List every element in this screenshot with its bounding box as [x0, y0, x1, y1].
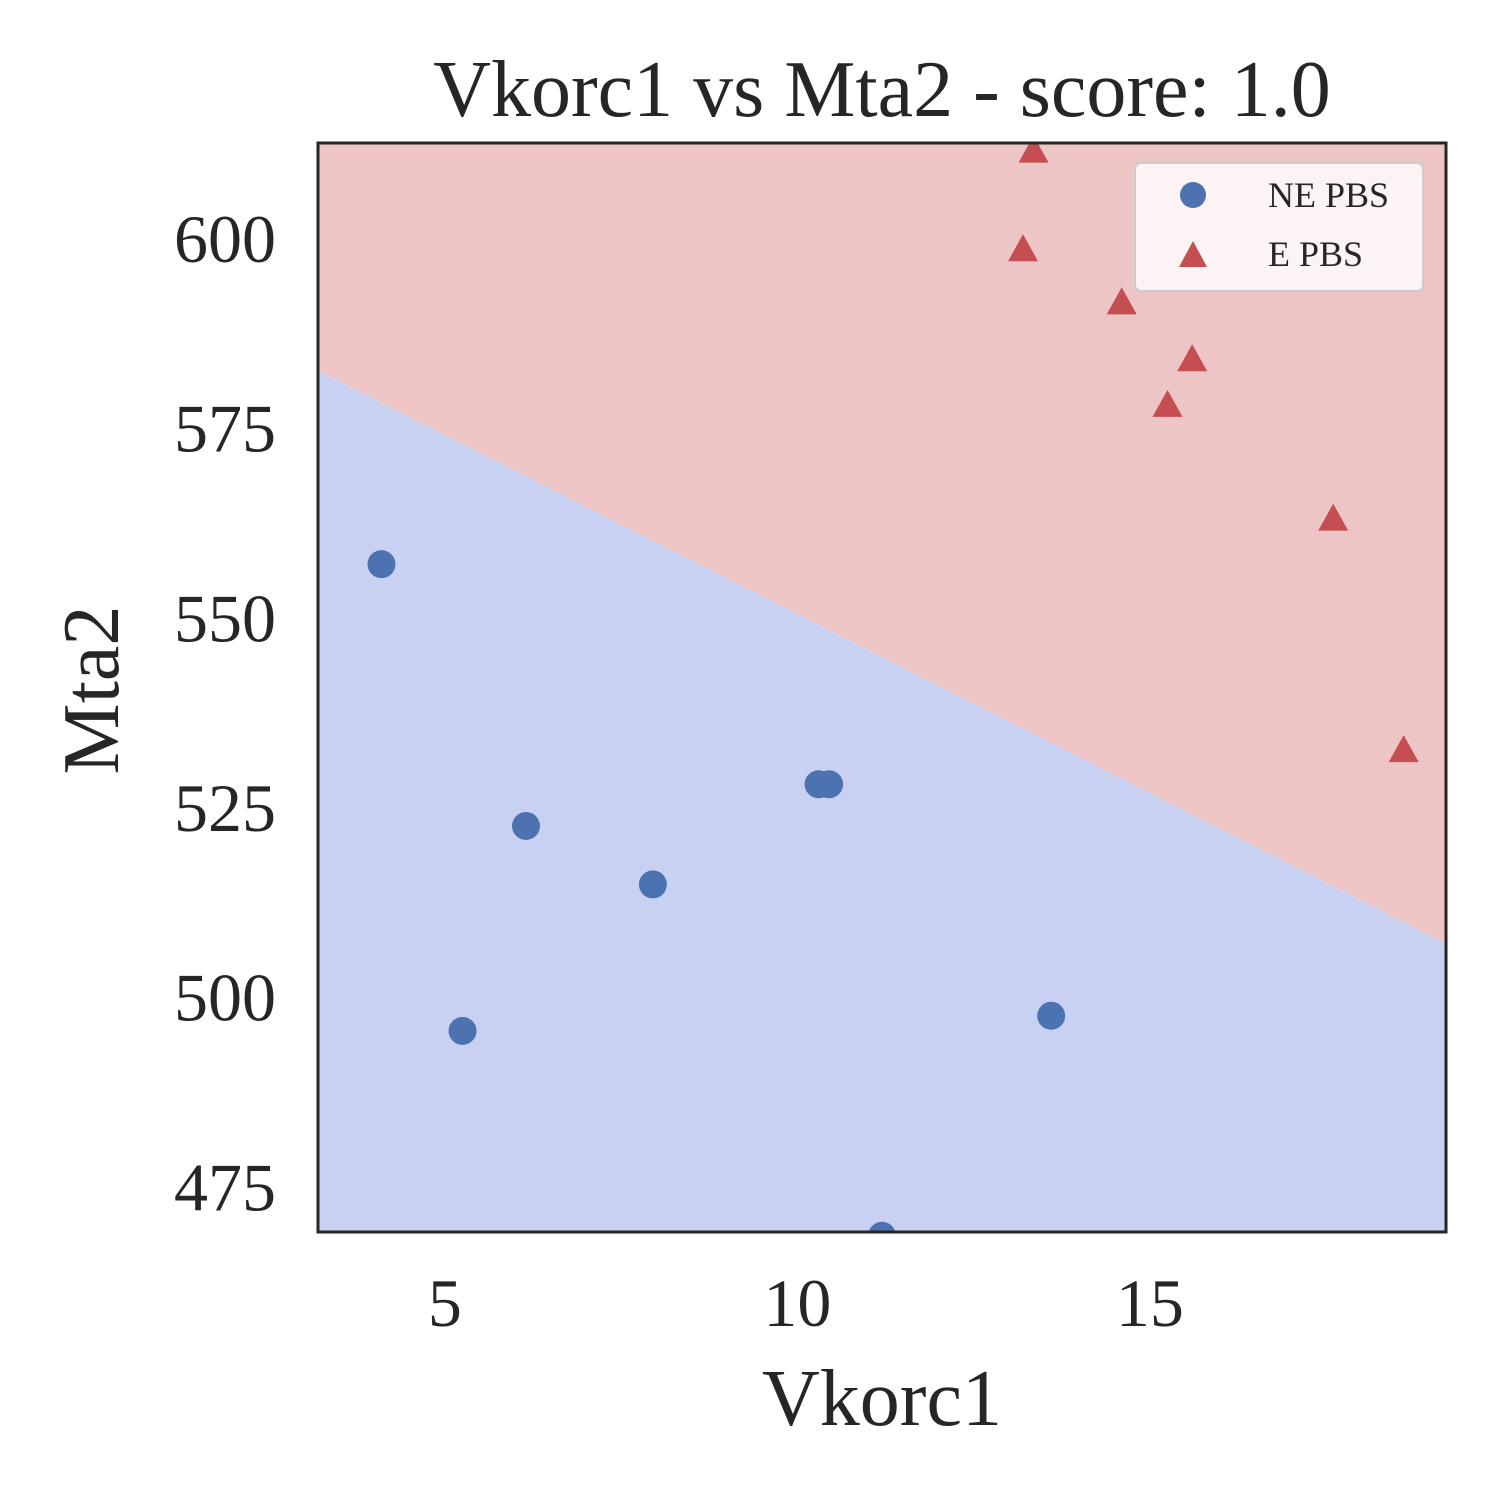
x-tick-label: 15 — [1116, 1265, 1184, 1341]
point-e-pbs — [1388, 735, 1419, 763]
point-ne-pbs — [868, 1221, 896, 1232]
x-tick-label: 5 — [428, 1265, 462, 1341]
y-tick-label: 475 — [174, 1149, 276, 1225]
point-ne-pbs — [1037, 1001, 1066, 1030]
legend: NE PBS E PBS — [1134, 162, 1424, 292]
decision-regions — [318, 143, 1446, 1232]
data-points — [367, 143, 1419, 1232]
y-tick-label: 500 — [174, 960, 276, 1036]
x-axis-label: Vkorc1 — [762, 1355, 1002, 1443]
y-tick-label: 575 — [174, 391, 276, 467]
legend-label-ne-pbs: NE PBS — [1268, 175, 1389, 215]
point-e-pbs — [1008, 234, 1038, 262]
point-ne-pbs — [448, 1016, 477, 1045]
region-e-pbs — [318, 143, 1446, 944]
y-tick-label: 600 — [174, 201, 276, 277]
point-e-pbs — [1318, 503, 1349, 531]
point-ne-pbs — [367, 550, 396, 579]
legend-marker-e-pbs — [1179, 241, 1207, 267]
legend-label-e-pbs: E PBS — [1268, 234, 1363, 274]
point-ne-pbs — [815, 770, 844, 799]
y-tick-label: 550 — [174, 580, 276, 656]
point-e-pbs — [1177, 344, 1208, 372]
legend-box — [1134, 162, 1424, 292]
point-e-pbs — [1106, 287, 1137, 315]
y-axis-ticks: 475 500 525 550 575 600 — [174, 201, 276, 1226]
legend-marker-ne-pbs — [1180, 182, 1206, 208]
region-ne-pbs — [318, 370, 1446, 1232]
chart-title: Vkorc1 vs Mta2 - score: 1.0 — [433, 46, 1331, 134]
point-e-pbs — [1018, 143, 1049, 163]
x-tick-label: 10 — [763, 1265, 831, 1341]
point-e-pbs — [1152, 389, 1183, 417]
x-axis-ticks: 5 10 15 — [428, 1265, 1184, 1341]
y-axis-label: Mta2 — [48, 606, 136, 775]
point-ne-pbs — [638, 870, 667, 899]
point-ne-pbs — [511, 811, 540, 840]
plot-frame — [316, 141, 1448, 1234]
y-tick-label: 525 — [174, 770, 276, 846]
